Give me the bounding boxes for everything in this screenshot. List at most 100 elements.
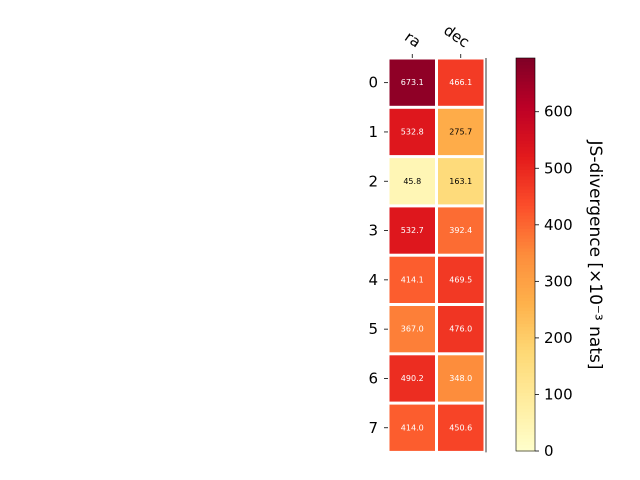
colorbar-segment [516,447,535,452]
colorbar-segment [516,116,535,121]
colorbar-segment [516,375,535,380]
colorbar-segment [516,401,535,406]
heatmap-cell [438,207,484,254]
cell-value-label: 466.1 [449,78,472,87]
colorbar-segment [516,313,535,318]
heatmap-cell [438,256,484,303]
colorbar-segment [516,136,535,141]
colorbar-segment [516,110,535,115]
cell-value-label: 367.0 [401,325,424,334]
colorbar-segment [516,192,535,197]
colorbar-segment [516,408,535,413]
colorbar-segment [516,385,535,390]
colorbar-segment [516,320,535,324]
colorbar-tick-label: 400 [544,216,573,234]
colorbar-segment [516,172,535,177]
heatmap-cell [389,158,435,205]
cell-value-label: 450.6 [449,423,472,432]
colorbar-segment [516,424,535,429]
cell-value-label: 476.0 [449,325,472,334]
cell-value-label: 163.1 [449,177,472,186]
colorbar-segment [516,100,535,105]
cell-value-label: 532.7 [401,226,424,235]
heatmap-cell [389,59,435,106]
colorbar-segment [516,113,535,118]
colorbar-segment [516,264,535,269]
colorbar-segment [516,323,535,328]
heatmap-cell [389,306,435,353]
heatmap-cell [438,108,484,156]
colorbar-segment [516,414,535,419]
colorbar-segment [516,123,535,128]
colorbar-segment [516,280,535,285]
colorbar-segment [516,326,535,331]
row-tick-label: 0 [368,74,378,92]
colorbar-segment [516,257,535,262]
colorbar-segment [516,247,535,252]
colorbar-segment [516,362,535,367]
row-tick-label: 1 [368,123,378,141]
colorbar-segment [516,152,535,157]
colorbar-tick-label: 0 [544,442,554,460]
colorbar-segment [516,67,535,72]
colorbar-segment [516,382,535,387]
colorbar-segment [516,90,535,95]
colorbar-tick-label: 600 [544,103,573,121]
colorbar-segment [516,392,535,396]
cell-value-label: 275.7 [449,127,472,136]
cell-value-label: 532.8 [401,127,424,136]
colorbar-segment [516,254,535,259]
colorbar-segment [516,293,535,298]
colorbar-segment [516,103,535,108]
heatmap-cell [389,108,435,156]
colorbar-segment [516,74,535,79]
cell-value-label: 414.0 [401,423,424,432]
heatmap-cell [438,158,484,205]
colorbar-label: JS-divergence [×10⁻³ nats] [585,140,605,370]
colorbar-segment [516,339,535,344]
colorbar-segment [516,437,535,442]
colorbar-segment [516,270,535,275]
colorbar-segment [516,241,535,246]
colorbar-segment [516,166,535,170]
cell-value-label: 490.2 [401,374,424,383]
colorbar-segment [516,169,535,174]
heatmap-cell [389,355,435,402]
row-tick-label: 4 [368,271,378,289]
heatmap-cells: 673.1 466.1 532.8 275.7 45.8 163.1 532.7 392.4 4… [389,58,487,453]
colorbar-segment [516,431,535,436]
colorbar-segment [516,365,535,370]
colorbar-tick-label: 200 [544,329,573,347]
colorbar-segment [516,267,535,272]
colorbar-segment [516,352,535,357]
colorbar-segment [516,306,535,311]
heatmap-cell [438,355,484,402]
row-tick-label: 2 [368,172,378,190]
colorbar-segment [516,189,535,193]
heatmap-cell [389,207,435,254]
colorbar-segment [516,97,535,102]
row-tick-label: 5 [368,320,378,338]
colorbar-segment [516,218,535,223]
colorbar-segment [516,120,535,125]
colorbar-segment [516,146,535,151]
cell-value-label: 414.1 [401,275,424,284]
colorbar-segment [516,297,535,301]
colorbar-segment [516,283,535,288]
colorbar-segment [516,421,535,426]
colorbar-segment [516,215,535,220]
colorbar-segment [516,225,535,229]
heatmap-cell [438,404,484,451]
colorbar-segment [516,300,535,305]
colorbar-segment [516,71,535,75]
colorbar-segment [516,356,535,360]
column-tick-label: dec [440,21,472,51]
colorbar-segment [516,126,535,131]
colorbar-segment [516,195,535,200]
colorbar-segment [516,139,535,144]
colorbar-segment [516,333,535,337]
colorbar-segment [516,428,535,432]
colorbar-segment [516,205,535,210]
colorbar-segment [516,221,535,226]
